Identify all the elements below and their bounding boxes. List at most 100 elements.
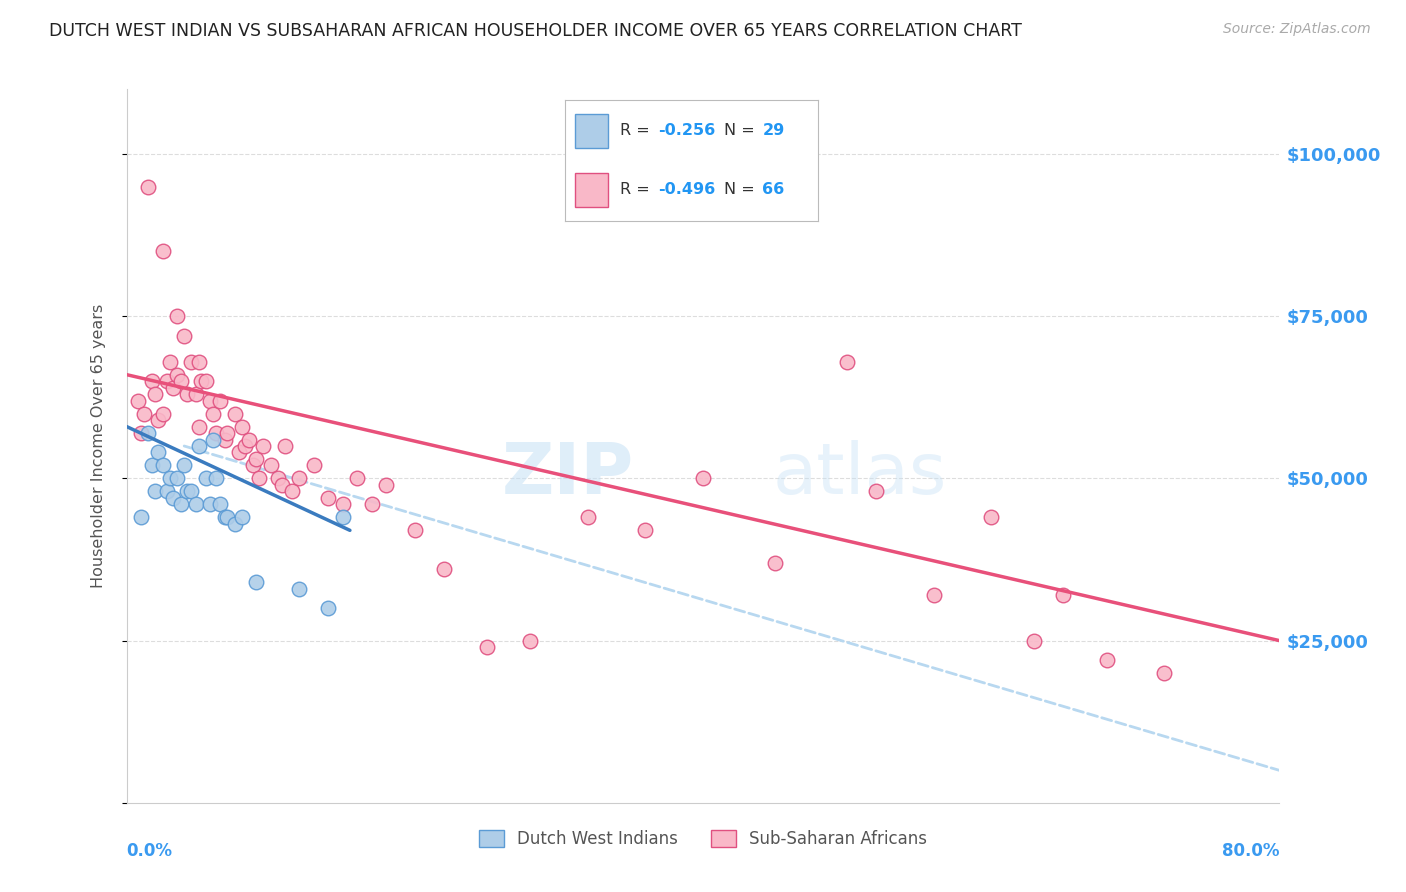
- Point: [205, 471, 228, 485]
- Point: [247, 471, 270, 485]
- Point: [332, 497, 354, 511]
- Text: ZIP: ZIP: [502, 440, 634, 509]
- Point: [217, 425, 239, 440]
- Point: [242, 458, 264, 473]
- Point: [180, 354, 202, 368]
- Point: [145, 387, 166, 401]
- Point: [1024, 633, 1046, 648]
- Point: [152, 244, 174, 259]
- Point: [173, 328, 195, 343]
- Point: [194, 471, 217, 485]
- Point: [763, 556, 786, 570]
- Text: 80.0%: 80.0%: [1222, 842, 1279, 860]
- Point: [433, 562, 456, 576]
- Point: [156, 484, 179, 499]
- Point: [922, 588, 945, 602]
- Point: [148, 413, 170, 427]
- Point: [132, 407, 155, 421]
- Point: [166, 310, 188, 324]
- Point: [252, 439, 274, 453]
- Point: [318, 601, 340, 615]
- Point: [475, 640, 498, 654]
- Point: [141, 458, 163, 473]
- Point: [176, 484, 198, 499]
- Point: [274, 439, 297, 453]
- Point: [209, 393, 232, 408]
- Point: [152, 458, 174, 473]
- Point: [170, 374, 193, 388]
- Point: [519, 633, 541, 648]
- Point: [214, 433, 236, 447]
- Point: [318, 491, 340, 505]
- Point: [288, 471, 311, 485]
- Point: [127, 393, 149, 408]
- Point: [166, 471, 188, 485]
- Point: [141, 374, 163, 388]
- Point: [129, 510, 152, 524]
- Point: [209, 497, 232, 511]
- Point: [231, 419, 253, 434]
- Point: [176, 387, 198, 401]
- Point: [271, 478, 294, 492]
- Point: [152, 407, 174, 421]
- Point: [233, 439, 256, 453]
- Point: [228, 445, 250, 459]
- Point: [184, 387, 207, 401]
- Point: [180, 484, 202, 499]
- Point: [190, 374, 212, 388]
- Point: [238, 433, 260, 447]
- Point: [404, 524, 426, 538]
- Point: [634, 524, 657, 538]
- Point: [231, 510, 253, 524]
- Point: [159, 471, 181, 485]
- Point: [198, 497, 221, 511]
- Point: [173, 458, 195, 473]
- Point: [198, 393, 221, 408]
- Point: [346, 471, 368, 485]
- Point: [224, 407, 246, 421]
- Point: [202, 407, 225, 421]
- Point: [162, 491, 184, 505]
- Point: [374, 478, 398, 492]
- Point: [214, 510, 236, 524]
- Text: Source: ZipAtlas.com: Source: ZipAtlas.com: [1223, 22, 1371, 37]
- Point: [1052, 588, 1074, 602]
- Point: [288, 582, 311, 596]
- Point: [835, 354, 858, 368]
- Text: DUTCH WEST INDIAN VS SUBSAHARAN AFRICAN HOUSEHOLDER INCOME OVER 65 YEARS CORRELA: DUTCH WEST INDIAN VS SUBSAHARAN AFRICAN …: [49, 22, 1022, 40]
- Point: [145, 484, 166, 499]
- Point: [259, 458, 281, 473]
- Point: [267, 471, 290, 485]
- Point: [576, 510, 599, 524]
- Point: [332, 510, 354, 524]
- Point: [187, 354, 209, 368]
- Point: [224, 516, 246, 531]
- Point: [360, 497, 382, 511]
- Point: [1153, 666, 1175, 681]
- Point: [980, 510, 1002, 524]
- Point: [136, 179, 159, 194]
- Point: [1095, 653, 1118, 667]
- Point: [187, 439, 209, 453]
- Point: [187, 419, 209, 434]
- Point: [148, 445, 170, 459]
- Point: [281, 484, 304, 499]
- Point: [865, 484, 887, 499]
- Point: [692, 471, 714, 485]
- Point: [245, 452, 267, 467]
- Point: [136, 425, 159, 440]
- Point: [156, 374, 179, 388]
- Point: [162, 381, 184, 395]
- Point: [129, 425, 152, 440]
- Point: [217, 510, 239, 524]
- Point: [159, 354, 181, 368]
- Point: [205, 425, 228, 440]
- Text: atlas: atlas: [772, 440, 946, 509]
- Point: [202, 433, 225, 447]
- Point: [184, 497, 207, 511]
- Text: 0.0%: 0.0%: [127, 842, 173, 860]
- Point: [166, 368, 188, 382]
- Point: [170, 497, 193, 511]
- Point: [194, 374, 217, 388]
- Point: [245, 575, 267, 590]
